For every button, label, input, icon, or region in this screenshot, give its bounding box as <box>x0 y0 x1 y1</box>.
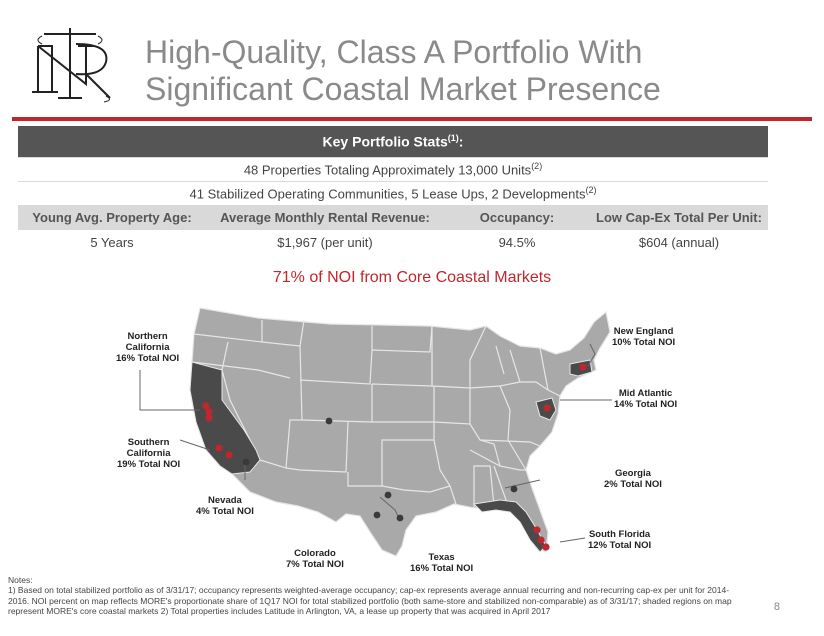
label-colorado: Colorado 7% Total NOI <box>286 548 344 570</box>
map-title: 71% of NOI from Core Coastal Markets <box>272 269 552 286</box>
marker-texas-2 <box>373 511 381 519</box>
florida-shaded-region <box>472 499 547 553</box>
marker-southern-california-1 <box>215 444 223 452</box>
label-mid-atlantic-line1: Mid Atlantic <box>618 388 673 399</box>
stats-heading-colon: : <box>458 133 464 150</box>
footnotes: Notes: 1) Based on total stabilized port… <box>8 575 748 616</box>
page-title-line1: High-Quality, Class A Portfolio With <box>145 34 643 70</box>
label-nevada-line2: 4% Total NOI <box>196 506 254 517</box>
label-new-england-line1: New England <box>613 326 674 337</box>
label-mid-atlantic-line2: 14% Total NOI <box>614 399 678 410</box>
label-southern-california: Southern California 19% Total NOI <box>117 437 181 470</box>
marker-northern-california-2 <box>205 408 213 416</box>
label-south-florida-line1: South Florida <box>588 529 651 540</box>
marker-new-england <box>579 363 587 371</box>
value-age: 5 Years <box>18 228 206 256</box>
marker-northern-california-1 <box>202 402 210 410</box>
label-texas: Texas 16% Total NOI <box>410 552 474 574</box>
stats-heading-footnote: (1) <box>447 132 459 143</box>
label-northern-california-line2: California <box>125 342 170 353</box>
column-header-capex: Low Cap-Ex Total Per Unit: <box>590 204 768 229</box>
label-northern-california-line1: Northern <box>127 331 168 342</box>
marker-texas-3 <box>396 514 404 522</box>
us-portfolio-map <box>139 307 612 557</box>
marker-southern-california-2 <box>225 451 233 459</box>
stats-communities-row: 41 Stabilized Operating Communities, 5 L… <box>18 180 768 205</box>
company-logo <box>32 28 111 103</box>
state-borders <box>191 319 561 511</box>
california-shaded-region <box>189 361 261 475</box>
marker-northern-california-3 <box>205 414 213 422</box>
column-header-age: Young Avg. Property Age: <box>18 204 206 229</box>
label-south-florida-line2: 12% Total NOI <box>588 540 652 551</box>
property-markers <box>202 363 587 551</box>
label-colorado-line2: 7% Total NOI <box>286 559 344 570</box>
notes-line3: represent MORE's core coastal markets 2)… <box>8 605 551 616</box>
stats-properties-footnote: (2) <box>531 160 543 171</box>
marker-texas-1 <box>384 491 392 499</box>
notes-line1: 1) Based on total stabilized portfolio a… <box>8 585 730 596</box>
page-number: 8 <box>773 601 780 613</box>
label-southern-california-line3: 19% Total NOI <box>117 459 181 470</box>
value-rent: $1,967 (per unit) <box>206 228 444 256</box>
stats-communities-text: 41 Stabilized Operating Communities, 5 L… <box>189 186 586 202</box>
column-header-occupancy: Occupancy: <box>444 204 590 229</box>
us-mainland-shape <box>189 307 611 557</box>
marker-colorado <box>325 417 333 425</box>
notes-line2: 2016. NOI percent on map reflects MORE's… <box>8 595 732 606</box>
label-nevada: Nevada 4% Total NOI <box>196 495 254 517</box>
label-south-florida: South Florida 12% Total NOI <box>588 529 652 551</box>
label-northern-california: Northern California 16% Total NOI <box>116 331 180 364</box>
stats-properties-text: 48 Properties Totaling Approximately 13,… <box>243 162 532 178</box>
stats-heading: Key Portfolio Stats(1): <box>18 126 768 157</box>
label-southern-california-line2: California <box>126 448 171 459</box>
page-title-line2: Significant Coastal Market Presence <box>145 71 661 107</box>
column-header-rent: Average Monthly Rental Revenue: <box>206 204 444 229</box>
label-texas-line2: 16% Total NOI <box>410 563 474 574</box>
stats-heading-text: Key Portfolio Stats <box>322 133 448 150</box>
label-texas-line1: Texas <box>428 552 455 563</box>
value-capex: $604 (annual) <box>590 228 768 256</box>
stats-communities-footnote: (2) <box>585 184 597 195</box>
notes-heading: Notes: <box>8 575 33 585</box>
label-georgia-line1: Georgia <box>614 468 651 479</box>
marker-georgia <box>510 485 518 493</box>
callout-lines <box>139 343 612 543</box>
marker-south-florida-3 <box>542 543 550 551</box>
label-southern-california-line1: Southern <box>127 437 170 448</box>
label-new-england: New England 10% Total NOI <box>612 326 676 348</box>
value-occupancy: 94.5% <box>444 228 590 256</box>
marker-mid-atlantic <box>543 404 551 412</box>
marker-south-florida-2 <box>537 536 545 544</box>
page-title: High-Quality, Class A Portfolio With Sig… <box>145 34 661 108</box>
label-georgia-line2: 2% Total NOI <box>604 479 662 490</box>
label-mid-atlantic: Mid Atlantic 14% Total NOI <box>614 388 678 410</box>
marker-nevada <box>242 458 250 466</box>
title-divider <box>12 117 812 121</box>
portfolio-stats-table: Key Portfolio Stats(1): 48 Properties To… <box>18 126 768 256</box>
label-new-england-line2: 10% Total NOI <box>612 337 676 348</box>
label-colorado-line1: Colorado <box>294 548 336 559</box>
label-nevada-line1: Nevada <box>208 495 242 506</box>
label-northern-california-line3: 16% Total NOI <box>116 353 180 364</box>
marker-south-florida-1 <box>533 526 541 534</box>
stats-properties-row: 48 Properties Totaling Approximately 13,… <box>18 156 768 181</box>
label-georgia: Georgia 2% Total NOI <box>604 468 662 490</box>
